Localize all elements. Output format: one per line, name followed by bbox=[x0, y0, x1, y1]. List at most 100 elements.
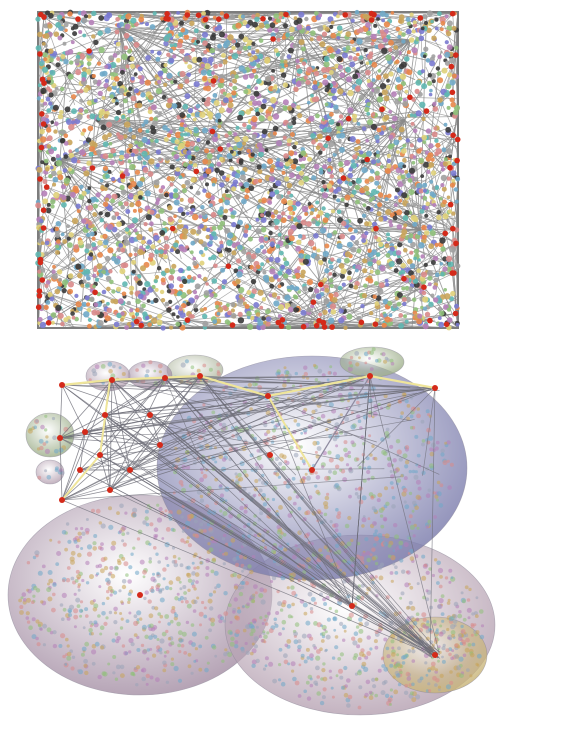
node bbox=[185, 540, 190, 544]
node bbox=[84, 641, 90, 647]
node bbox=[85, 614, 89, 618]
node bbox=[199, 175, 204, 181]
edge bbox=[304, 219, 322, 285]
node bbox=[186, 572, 190, 577]
node bbox=[313, 601, 317, 605]
edge bbox=[282, 229, 368, 321]
edge bbox=[371, 11, 459, 21]
node bbox=[178, 638, 183, 643]
node bbox=[229, 620, 233, 624]
node bbox=[111, 85, 117, 90]
node bbox=[466, 598, 471, 602]
node bbox=[157, 560, 161, 564]
node bbox=[260, 226, 267, 233]
node bbox=[234, 136, 241, 143]
node bbox=[165, 680, 170, 684]
node bbox=[292, 676, 297, 682]
edge bbox=[59, 83, 394, 161]
node bbox=[198, 611, 204, 617]
node bbox=[171, 263, 177, 269]
node bbox=[64, 106, 71, 113]
node bbox=[213, 570, 219, 576]
node bbox=[142, 569, 147, 575]
edge bbox=[348, 116, 459, 120]
node bbox=[187, 652, 192, 657]
node bbox=[65, 522, 70, 526]
node bbox=[123, 98, 128, 104]
node bbox=[81, 646, 87, 652]
node bbox=[68, 152, 75, 159]
edge bbox=[212, 131, 284, 199]
node bbox=[327, 75, 332, 80]
node bbox=[46, 108, 52, 113]
node bbox=[229, 631, 233, 635]
node bbox=[207, 598, 213, 604]
node bbox=[235, 125, 240, 130]
edge bbox=[37, 167, 93, 266]
node bbox=[385, 209, 392, 216]
node bbox=[233, 132, 238, 137]
node bbox=[133, 633, 138, 637]
node bbox=[291, 120, 297, 126]
node bbox=[77, 585, 81, 589]
node bbox=[60, 184, 67, 190]
node bbox=[273, 218, 280, 225]
node bbox=[229, 641, 235, 647]
edge bbox=[375, 253, 459, 325]
edge bbox=[414, 123, 421, 231]
node bbox=[48, 101, 53, 106]
node bbox=[163, 654, 167, 658]
node bbox=[218, 170, 225, 176]
node bbox=[246, 602, 250, 607]
node bbox=[212, 557, 216, 562]
edge bbox=[59, 159, 284, 293]
node bbox=[46, 627, 52, 633]
node bbox=[170, 657, 174, 661]
node bbox=[62, 579, 66, 583]
node bbox=[187, 578, 193, 583]
node bbox=[198, 667, 203, 672]
node bbox=[164, 509, 168, 513]
node bbox=[183, 651, 188, 655]
node bbox=[47, 570, 53, 575]
node bbox=[404, 683, 409, 688]
node bbox=[186, 565, 191, 570]
edge bbox=[257, 16, 383, 110]
node bbox=[347, 270, 352, 276]
node bbox=[75, 544, 80, 549]
node bbox=[108, 506, 112, 511]
node bbox=[448, 568, 453, 573]
node bbox=[462, 653, 467, 658]
node bbox=[208, 628, 213, 633]
node bbox=[426, 27, 432, 33]
edge bbox=[279, 309, 320, 322]
node bbox=[68, 609, 72, 614]
node bbox=[77, 588, 81, 592]
node bbox=[71, 157, 78, 164]
node bbox=[159, 597, 165, 603]
node bbox=[437, 11, 442, 17]
node bbox=[222, 533, 227, 538]
node bbox=[474, 614, 479, 618]
node bbox=[108, 610, 113, 615]
node bbox=[355, 177, 362, 184]
node bbox=[174, 613, 179, 618]
node bbox=[97, 674, 102, 680]
node bbox=[92, 212, 98, 217]
node bbox=[212, 645, 217, 650]
node bbox=[106, 589, 110, 594]
node bbox=[382, 215, 388, 222]
node bbox=[45, 207, 52, 214]
node bbox=[438, 598, 444, 604]
node bbox=[152, 653, 157, 658]
node bbox=[208, 592, 213, 597]
node bbox=[144, 516, 149, 521]
node bbox=[111, 638, 116, 643]
node bbox=[183, 591, 188, 595]
node bbox=[27, 588, 32, 594]
node bbox=[172, 528, 176, 532]
node bbox=[110, 589, 114, 593]
node bbox=[115, 639, 120, 644]
node bbox=[439, 575, 443, 579]
node bbox=[101, 671, 107, 676]
